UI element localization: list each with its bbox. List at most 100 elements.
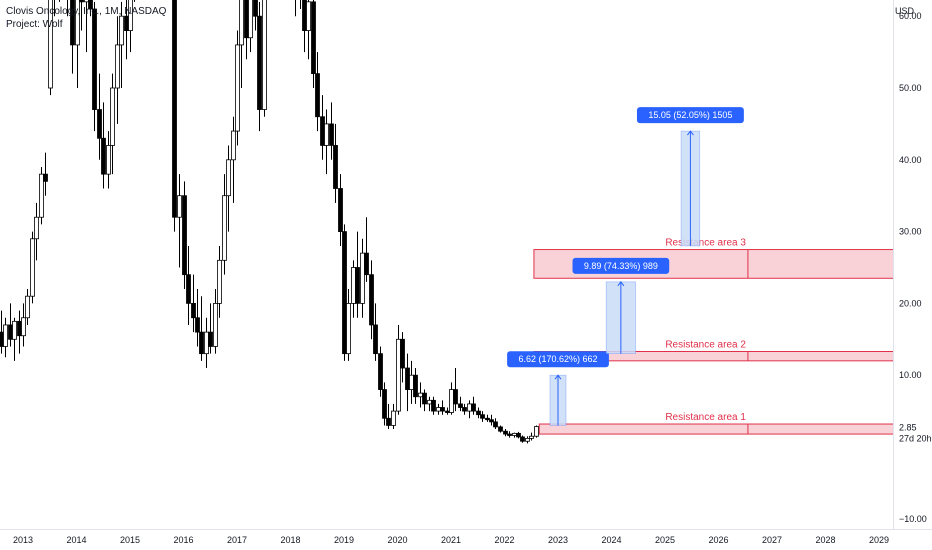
measure-arrowhead-2 [617, 281, 625, 287]
time-tick-label: 2020 [387, 535, 407, 545]
bar-countdown-label: 27d 20h [899, 434, 932, 444]
candle-body [467, 403, 472, 412]
candle-body [88, 0, 93, 10]
candle-body [235, 44, 240, 132]
candle-body [471, 403, 476, 412]
candle-body [342, 231, 347, 355]
candle-body [84, 0, 89, 3]
candle-body [306, 1, 311, 31]
candle-body [43, 173, 48, 182]
candle-body [418, 392, 423, 398]
candle-body [324, 123, 329, 146]
candle-body [208, 331, 213, 347]
candle-body [12, 320, 17, 340]
candle-body [222, 195, 227, 261]
candle-body [525, 437, 530, 442]
candle-body [8, 324, 13, 340]
candle-body [445, 410, 450, 413]
candle-body [124, 15, 129, 31]
candle-body [30, 238, 35, 297]
time-tick-label: 2029 [869, 535, 889, 545]
candle-body [476, 410, 481, 416]
candle-body [489, 419, 494, 423]
price-tick-label: 20.00 [899, 298, 922, 308]
time-tick-label: 2025 [655, 535, 675, 545]
measure-badge-2 [572, 257, 670, 274]
candle-body [191, 302, 196, 319]
measure-arrowhead-1 [554, 374, 562, 380]
candle-body [315, 73, 320, 118]
price-tick-label: 40.00 [899, 155, 922, 165]
candle-body [422, 392, 427, 405]
candle-body [110, 87, 115, 146]
candle-body [520, 436, 525, 442]
candle-body [400, 338, 405, 369]
candle-body [70, 0, 75, 46]
time-tick-label: 2015 [120, 535, 140, 545]
time-tick-label: 2022 [494, 535, 514, 545]
candle-body [3, 324, 8, 347]
candle-body [378, 353, 383, 390]
price-tick-label: 10.00 [899, 370, 922, 380]
candlestick-series [0, 0, 539, 444]
candle-body [396, 338, 401, 412]
resistance-zone-label-3: Resistance area 3 [665, 238, 746, 249]
candle-body [493, 421, 498, 428]
time-axis[interactable]: 2013 2014 2015 2016 2017 2018 2019 2020 2021 2022… [13, 535, 889, 545]
candle-body [21, 317, 26, 337]
candle-body [262, 0, 267, 110]
candle-body [128, 0, 133, 31]
candle-body [106, 145, 111, 175]
candle-body [253, 0, 258, 17]
resistance-zone-1 [538, 423, 893, 435]
candle-body [172, 0, 177, 218]
candle-body [17, 320, 22, 337]
candle-body [244, 0, 249, 39]
candle-body [302, 0, 307, 31]
candle-body [364, 252, 369, 276]
price-axis[interactable]: 60.00 50.00 40.00 30.00 20.00 10.00 −10.00 [899, 11, 927, 524]
candle-body [34, 216, 39, 240]
candle-body [440, 407, 445, 412]
candle-body [182, 195, 187, 276]
time-tick-label: 2017 [227, 535, 247, 545]
time-tick-label: 2019 [334, 535, 354, 545]
candle-body [351, 267, 356, 304]
time-tick-label: 2024 [601, 535, 621, 545]
candle-body [360, 252, 365, 304]
candle-body [436, 407, 441, 412]
time-tick-label: 2023 [548, 535, 568, 545]
candle-body [346, 302, 351, 355]
candle-body [413, 374, 418, 398]
candle-body [115, 44, 120, 89]
candle-body [217, 259, 222, 304]
candle-body [449, 389, 454, 413]
measure-badge-1 [507, 351, 609, 368]
measure-arrowhead-3 [687, 130, 694, 136]
candle-body [503, 430, 508, 435]
candle-body [101, 137, 106, 175]
candle-body [427, 399, 432, 405]
candle-body [92, 8, 97, 110]
candle-body [97, 109, 102, 139]
candle-body [516, 432, 521, 438]
candle-body [355, 267, 360, 304]
time-tick-label: 2021 [441, 535, 461, 545]
candle-body [405, 367, 410, 390]
candle-body [79, 0, 84, 3]
candle-body [239, 0, 244, 46]
candle-body [382, 389, 387, 419]
candle-body [320, 116, 325, 146]
candle-body [231, 130, 236, 161]
candle-body [480, 414, 485, 419]
candle-body [329, 123, 334, 146]
candle-body [119, 15, 124, 46]
candle-body [199, 331, 204, 355]
candle-body [248, 0, 253, 39]
candle-body [529, 435, 534, 439]
time-tick-label: 2027 [762, 535, 782, 545]
time-tick-label: 2018 [280, 535, 300, 545]
time-tick-label: 2016 [173, 535, 193, 545]
currency-label: USD [894, 6, 914, 16]
